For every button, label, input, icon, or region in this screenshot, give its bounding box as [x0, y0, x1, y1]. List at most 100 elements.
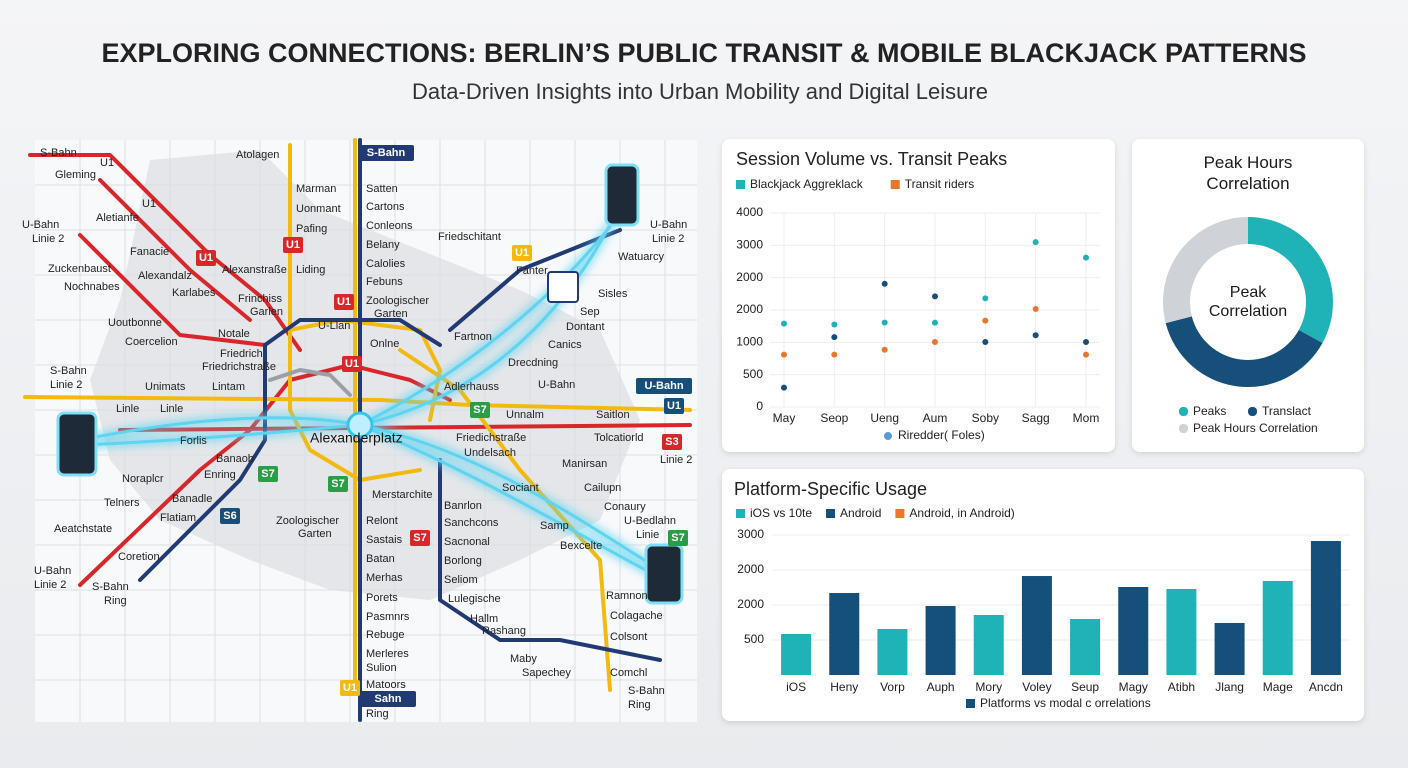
station-label: Garten	[298, 528, 332, 540]
station-label: Drecdning	[508, 357, 558, 369]
line-badge-label: S7	[473, 404, 486, 416]
phones	[56, 163, 684, 605]
station-label: Ring	[104, 595, 127, 607]
line-badge-label: S7	[413, 532, 426, 544]
panel	[1132, 139, 1364, 452]
station-label: Linie 2	[34, 579, 66, 591]
station-label: Rebuge	[366, 629, 405, 641]
station-label: Saitlon	[596, 409, 630, 421]
station-label: Fartnon	[454, 331, 492, 343]
station-label: Linie	[636, 529, 659, 541]
data-point	[1032, 332, 1039, 339]
station-label: Unimats	[145, 381, 186, 393]
line-badge	[342, 356, 362, 372]
line-badge-label: U-Bahn	[644, 380, 683, 392]
x-tick-label: Jlang	[1215, 680, 1244, 694]
line-badge-label: S7	[331, 478, 344, 490]
y-tick-label: 3000	[736, 238, 763, 252]
station-label: Pasmnrs	[366, 611, 410, 623]
y-tick-label: 0	[756, 399, 763, 413]
x-tick-label: iOS	[786, 680, 806, 694]
station-label: Conleons	[366, 220, 413, 232]
x-tick-label: Voley	[1022, 680, 1051, 694]
station-label: S-Bahn	[40, 147, 77, 159]
station-label: Coercelion	[125, 336, 178, 348]
station-label: Sociant	[502, 482, 539, 494]
station-label: Cartons	[366, 201, 405, 213]
station-label: Banadle	[172, 493, 212, 505]
station-label: Merleres	[366, 648, 409, 660]
station-label: Sapechey	[522, 667, 571, 679]
data-point	[831, 334, 838, 341]
data-point	[982, 295, 989, 302]
station-label: Linie 2	[660, 454, 692, 466]
x-tick-label: Seup	[1071, 680, 1099, 694]
station-label: Sastais	[366, 534, 403, 546]
legend-swatch	[826, 509, 836, 518]
line-badge	[470, 402, 490, 418]
station-label: Matoors	[366, 679, 406, 691]
hub-label: Alexanderplatz	[310, 430, 403, 446]
station-label: Uoutbonne	[108, 317, 162, 329]
line-badge	[664, 398, 684, 414]
station-label: Alexanstraße	[222, 264, 287, 276]
line-badge-label: U1	[337, 296, 351, 308]
station-label: Canics	[548, 339, 582, 351]
data-point	[781, 384, 787, 391]
station-label: Comchl	[610, 667, 647, 679]
station-label: Zuckenbaust	[48, 263, 111, 275]
station-label: Adlerhauss	[444, 381, 500, 393]
data-point	[1032, 239, 1039, 246]
station-label: Alexandalz	[138, 270, 192, 282]
station-label: U1	[100, 157, 114, 169]
data-point	[1083, 339, 1089, 346]
station-label: U-Bahn	[538, 379, 575, 391]
legend-label: Translact	[1262, 404, 1312, 418]
station-label: Sulion	[366, 662, 397, 674]
station-label: Linle	[116, 403, 139, 415]
station-label: Ring	[628, 699, 651, 711]
bar	[1070, 619, 1101, 675]
line-badge-label: U1	[199, 252, 213, 264]
station-label: U-Bahn	[650, 219, 687, 231]
bar	[1021, 576, 1052, 675]
line-badge	[220, 508, 240, 524]
data-point	[881, 346, 888, 353]
page-subtitle: Data-Driven Insights into Urban Mobility…	[412, 79, 988, 104]
station-label: Friedrich	[220, 348, 263, 360]
station-label: Sisles	[598, 288, 628, 300]
legend-label: Transit riders	[905, 177, 975, 191]
station-label: U-Llan	[318, 320, 350, 332]
station-label: Banrlon	[444, 500, 482, 512]
station-label: Batan	[366, 553, 395, 565]
donut-segment	[1248, 217, 1333, 343]
line-badge	[196, 250, 216, 266]
station-label: Notale	[218, 328, 250, 340]
data-point	[982, 317, 989, 324]
legend-swatch	[1179, 407, 1188, 416]
station-label: Sanchcons	[444, 517, 499, 529]
station-label: Coretion	[118, 551, 160, 563]
line-badge	[410, 530, 430, 546]
legend-swatch	[895, 509, 905, 518]
line-badge	[340, 680, 360, 696]
line-badge-label: S7	[671, 532, 684, 544]
station-label: Borlong	[444, 555, 482, 567]
station-label: Fanacie	[130, 246, 169, 258]
legend-label: iOS vs 10te	[750, 506, 812, 520]
station-label: Telners	[104, 497, 140, 509]
station-label: Onlne	[370, 338, 399, 350]
bar	[781, 633, 812, 675]
data-point	[881, 319, 888, 326]
station-label: Unnalm	[506, 409, 544, 421]
station-label: Colsont	[610, 631, 647, 643]
station-label: Manirsan	[562, 458, 607, 470]
station-label: Conaury	[604, 501, 646, 513]
station-label: Tolcatiorld	[594, 432, 644, 444]
line-badge	[668, 530, 688, 546]
station-label: S-Bahn	[50, 365, 87, 377]
station-label: Cailupn	[584, 482, 621, 494]
xlabel-dot	[884, 432, 892, 440]
station-label: Garten	[374, 308, 408, 320]
